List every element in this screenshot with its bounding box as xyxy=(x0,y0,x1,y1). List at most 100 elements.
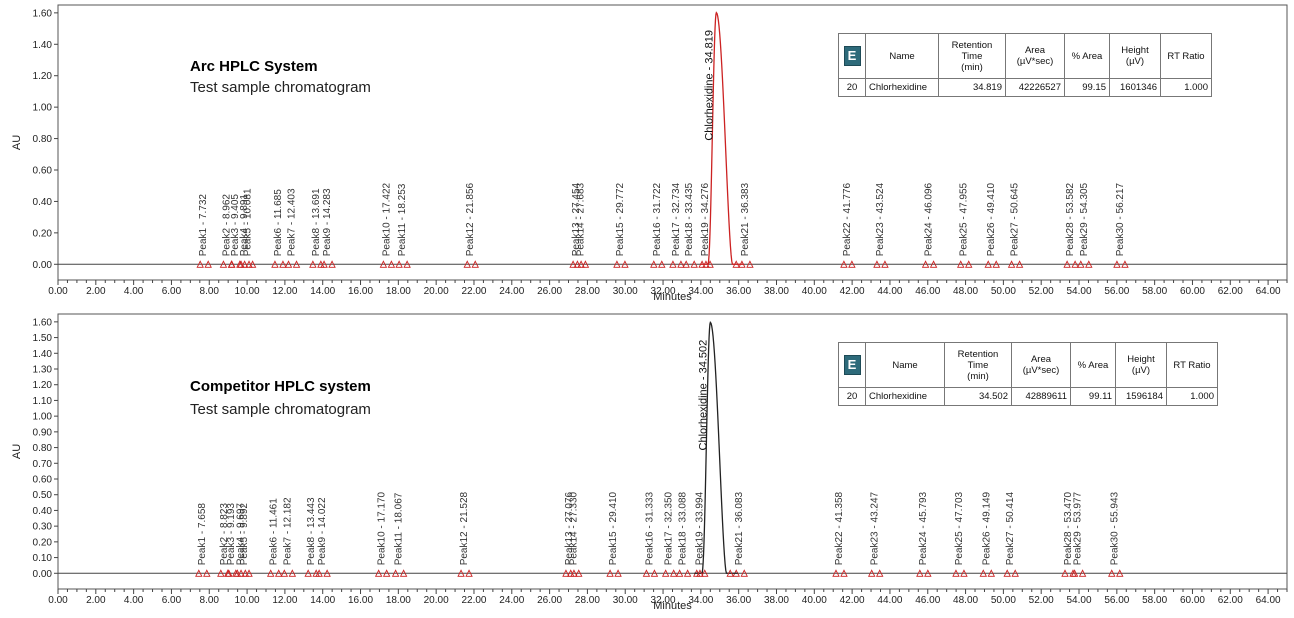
table-row: 20 Chlorhexidine 34.819 42226527 99.15 1… xyxy=(838,78,1212,97)
cell-name: Chlorhexidine xyxy=(865,78,939,97)
x-tick-label: 56.00 xyxy=(1104,286,1129,297)
peak-label: Peak5 - 9.892 xyxy=(239,503,250,566)
x-tick-label: 0.00 xyxy=(48,286,68,297)
peak-marker xyxy=(1078,569,1087,577)
peak-marker xyxy=(701,569,709,577)
x-tick-label: 18.00 xyxy=(386,286,411,297)
peak-marker xyxy=(245,260,253,268)
y-tick-label: 0.40 xyxy=(33,506,53,517)
peak-label: Peak28 - 53.470 xyxy=(1063,491,1074,565)
y-tick-label: 0.20 xyxy=(33,537,53,548)
peak-label: Peak19 - 34.276 xyxy=(700,182,711,256)
x-tick-label: 6.00 xyxy=(162,286,182,297)
x-tick-label: 52.00 xyxy=(1029,595,1054,606)
header-rt-ratio: RT Ratio xyxy=(1166,342,1218,388)
main-peak-trace xyxy=(694,321,738,574)
peak-label: Peak7 - 12.403 xyxy=(287,188,298,256)
x-tick-label: 38.00 xyxy=(764,286,789,297)
x-tick-label: 28.00 xyxy=(575,286,600,297)
peak-marker xyxy=(702,260,710,268)
x-tick-label: 36.00 xyxy=(726,595,751,606)
x-tick-label: 16.00 xyxy=(348,595,373,606)
peak-marker xyxy=(992,260,1000,268)
x-tick-label: 42.00 xyxy=(840,595,865,606)
peak-marker xyxy=(241,569,250,577)
peak-label: Peak15 - 29.410 xyxy=(608,491,619,565)
peak-label: Peak2 - 8.962 xyxy=(221,194,232,257)
peak-marker xyxy=(726,569,734,577)
peak-marker xyxy=(374,569,383,577)
peak-marker xyxy=(379,260,388,268)
chart-subtitle: Test sample chromatogram xyxy=(190,401,371,418)
x-tick-label: 54.00 xyxy=(1066,595,1091,606)
peak-marker xyxy=(690,260,698,268)
peak-label: Peak6 - 11.685 xyxy=(273,189,284,257)
peak-label: Peak13 - 27.076 xyxy=(564,491,575,565)
peak-marker xyxy=(233,569,242,577)
peak-marker xyxy=(328,260,336,268)
peak-marker xyxy=(1003,569,1011,577)
x-tick-label: 48.00 xyxy=(953,595,978,606)
peak-label: Peak18 - 33.435 xyxy=(684,182,695,256)
peak-label: Peak8 - 13.443 xyxy=(306,497,317,565)
x-tick-label: 22.00 xyxy=(461,286,486,297)
peak-marker xyxy=(1071,260,1079,268)
peak-marker xyxy=(987,569,996,577)
x-tick-label: 34.00 xyxy=(688,595,713,606)
peak-marker xyxy=(929,260,938,268)
x-tick-label: 20.00 xyxy=(424,595,449,606)
x-tick-label: 24.00 xyxy=(499,286,524,297)
x-tick-label: 62.00 xyxy=(1218,595,1243,606)
x-tick-label: 10.00 xyxy=(235,595,260,606)
peak-marker xyxy=(924,569,932,577)
y-tick-label: 1.50 xyxy=(33,333,53,344)
peak-label: Peak29 - 54.305 xyxy=(1079,182,1090,256)
x-tick-label: 46.00 xyxy=(915,595,940,606)
peak-label: Peak14 - 27.330 xyxy=(569,491,580,565)
cell-rt-ratio: 1.000 xyxy=(1160,78,1212,97)
peak-label: Peak17 - 32.734 xyxy=(671,182,682,256)
peak-marker xyxy=(875,569,884,577)
peak-marker xyxy=(1121,260,1129,268)
cell-area: 42226527 xyxy=(1005,78,1065,97)
peak-marker xyxy=(237,260,245,268)
header-retention-time: Retention Time (min) xyxy=(938,33,1006,79)
x-tick-label: 10.00 xyxy=(235,286,260,297)
peak-label: Peak3 - 9.193 xyxy=(226,503,237,566)
peak-marker xyxy=(984,260,992,268)
x-tick-label: 6.00 xyxy=(162,595,182,606)
peak-marker xyxy=(274,569,283,577)
x-tick-label: 18.00 xyxy=(386,595,411,606)
peak-marker xyxy=(465,569,473,577)
peak-marker xyxy=(457,569,465,577)
peak-marker xyxy=(203,569,211,577)
x-tick-label: 34.00 xyxy=(688,286,713,297)
peak-label: Peak16 - 31.722 xyxy=(652,182,663,256)
peak-marker xyxy=(577,260,585,268)
peak-marker xyxy=(675,569,684,577)
peak-label: Peak18 - 33.088 xyxy=(678,491,689,565)
peak-marker xyxy=(245,569,253,577)
x-tick-label: 52.00 xyxy=(1029,286,1054,297)
peak-label: Peak17 - 32.350 xyxy=(664,491,675,565)
y-tick-label: 1.40 xyxy=(33,349,53,360)
peak-marker xyxy=(683,569,692,577)
x-tick-label: 14.00 xyxy=(310,286,335,297)
main-peak-label: Chlorhexidine - 34.502 xyxy=(697,340,709,451)
y-tick-label: 0.50 xyxy=(33,490,53,501)
x-tick-label: 24.00 xyxy=(499,595,524,606)
peak-label: Peak22 - 41.776 xyxy=(842,182,853,256)
x-tick-label: 44.00 xyxy=(877,595,902,606)
x-tick-label: 8.00 xyxy=(200,286,220,297)
peak-marker xyxy=(613,260,621,268)
x-axis-title: Minutes xyxy=(653,291,692,303)
x-tick-label: 14.00 xyxy=(310,595,335,606)
peak-label: Peak5 - 10.081 xyxy=(243,188,254,256)
peak-marker xyxy=(292,260,301,268)
peak-label: Peak4 - 9.891 xyxy=(239,194,250,257)
header-retention-time: Retention Time (min) xyxy=(944,342,1012,388)
peak-marker xyxy=(323,569,331,577)
peak-marker xyxy=(840,260,848,268)
header-percent-area: % Area xyxy=(1064,33,1110,79)
chart-title: Competitor HPLC system xyxy=(190,378,371,395)
